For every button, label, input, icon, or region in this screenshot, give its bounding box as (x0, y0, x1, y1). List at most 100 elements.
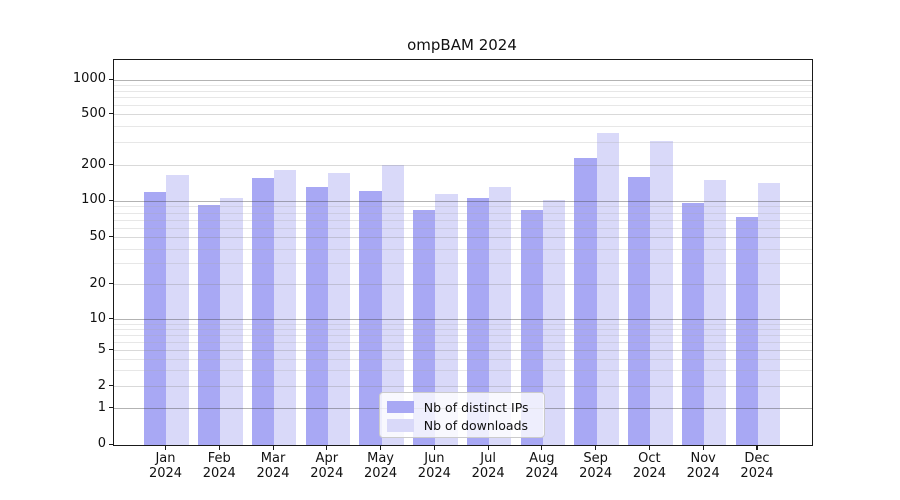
bar-distinct-ips-mar (251, 178, 275, 446)
bar-downloads-oct (650, 141, 673, 446)
y-tick-label: 2 (97, 377, 106, 393)
gridline (114, 105, 812, 106)
x-tick-mark (702, 445, 704, 450)
gridline (114, 335, 812, 337)
gridline (114, 349, 812, 351)
y-tick-label: 1 (97, 399, 106, 415)
gridline (114, 370, 812, 372)
x-tick-label: Sep 2024 (579, 451, 613, 481)
gridline (114, 341, 812, 343)
bar-downloads-feb (220, 198, 243, 446)
x-tick-mark (326, 445, 328, 450)
gridline (114, 90, 812, 92)
plot-area: Nb of distinct IPs Nb of downloads (113, 59, 813, 447)
x-tick-label: Feb 2024 (202, 451, 236, 481)
y-tick-mark (108, 385, 114, 387)
legend-label-downloads: Nb of downloads (423, 418, 529, 434)
gridline (114, 329, 812, 331)
x-tick-mark (541, 445, 543, 450)
bar-distinct-ips-may (359, 191, 382, 446)
bar-distinct-ips-oct (628, 177, 651, 446)
x-tick-label: Dec 2024 (740, 451, 774, 481)
x-tick-mark (648, 445, 651, 450)
gridline (114, 97, 812, 99)
y-tick-mark (108, 318, 114, 320)
bar-distinct-ips-nov (681, 202, 705, 446)
legend-swatch-distinct-ips (386, 400, 414, 414)
y-tick-label: 100 (81, 192, 106, 208)
y-tick-label: 10 (89, 310, 106, 326)
x-tick-label: Jan 2024 (148, 451, 183, 481)
y-tick-label: 0 (97, 436, 106, 452)
bar-downloads-jul (489, 187, 512, 446)
gridline (114, 142, 812, 144)
bar-downloads-mar (274, 170, 297, 446)
legend-swatch-downloads (386, 419, 414, 432)
gridline (114, 200, 812, 202)
gridline (114, 113, 812, 115)
bar-downloads-jun (435, 194, 458, 446)
gridline (114, 79, 812, 81)
bar-downloads-apr (327, 173, 351, 446)
bar-downloads-may (381, 164, 404, 446)
x-tick-mark (433, 445, 435, 450)
x-tick-label: Jul 2024 (471, 451, 505, 481)
legend: Nb of distinct IPs Nb of downloads (378, 391, 545, 438)
bar-distinct-ips-jan (144, 191, 167, 446)
gridline (114, 284, 812, 286)
gridline (114, 219, 812, 221)
x-tick-mark (380, 445, 382, 450)
gridline (114, 164, 812, 166)
bar-downloads-jan (166, 175, 189, 446)
bar-distinct-ips-sep (574, 157, 597, 446)
bar-downloads-dec (757, 182, 781, 446)
y-tick-label: 5 (97, 341, 106, 357)
y-tick-mark (108, 443, 114, 445)
legend-item-distinct-ips: Nb of distinct IPs (386, 398, 536, 417)
bars-layer (114, 60, 811, 446)
gridline (114, 227, 812, 229)
x-tick-label: Oct 2024 (632, 451, 666, 481)
gridline (114, 323, 812, 325)
y-tick-mark (108, 199, 114, 201)
y-tick-label: 1000 (72, 71, 106, 87)
bar-distinct-ips-feb (197, 204, 221, 446)
y-tick-mark (108, 283, 114, 285)
y-tick-mark (108, 78, 114, 80)
gridline (114, 358, 812, 360)
x-tick-label: Aug 2024 (525, 451, 559, 481)
bar-distinct-ips-jul (466, 197, 490, 446)
bar-distinct-ips-aug (520, 209, 543, 446)
y-tick-mark (108, 113, 114, 115)
y-tick-label: 200 (81, 156, 106, 172)
x-tick-mark (272, 445, 274, 450)
gridline (114, 386, 812, 388)
x-tick-label: Nov 2024 (686, 451, 720, 481)
y-tick-mark (108, 164, 114, 166)
gridline (114, 248, 812, 250)
bar-downloads-sep (596, 132, 619, 446)
gridline (114, 126, 812, 128)
legend-label-distinct-ips: Nb of distinct IPs (423, 399, 529, 415)
gridlines-layer (114, 60, 812, 445)
bar-downloads-nov (704, 179, 727, 446)
chart-title: ompBAM 2024 (407, 36, 517, 54)
gridline (114, 319, 812, 321)
y-tick-label: 500 (81, 105, 106, 121)
x-tick-label: May 2024 (364, 451, 398, 481)
y-tick-mark (108, 349, 114, 351)
y-tick-label: 20 (89, 275, 106, 291)
legend-item-downloads: Nb of downloads (386, 416, 536, 435)
gridline (114, 237, 812, 239)
bar-distinct-ips-apr (305, 186, 328, 446)
gridline (114, 212, 812, 214)
gridline (114, 263, 812, 265)
bar-distinct-ips-dec (735, 217, 758, 446)
x-tick-label: Mar 2024 (256, 451, 290, 481)
y-tick-label: 50 (89, 228, 106, 244)
x-tick-mark (218, 445, 220, 450)
x-tick-mark (487, 445, 489, 450)
x-tick-mark (595, 445, 597, 450)
gridline (114, 206, 812, 208)
